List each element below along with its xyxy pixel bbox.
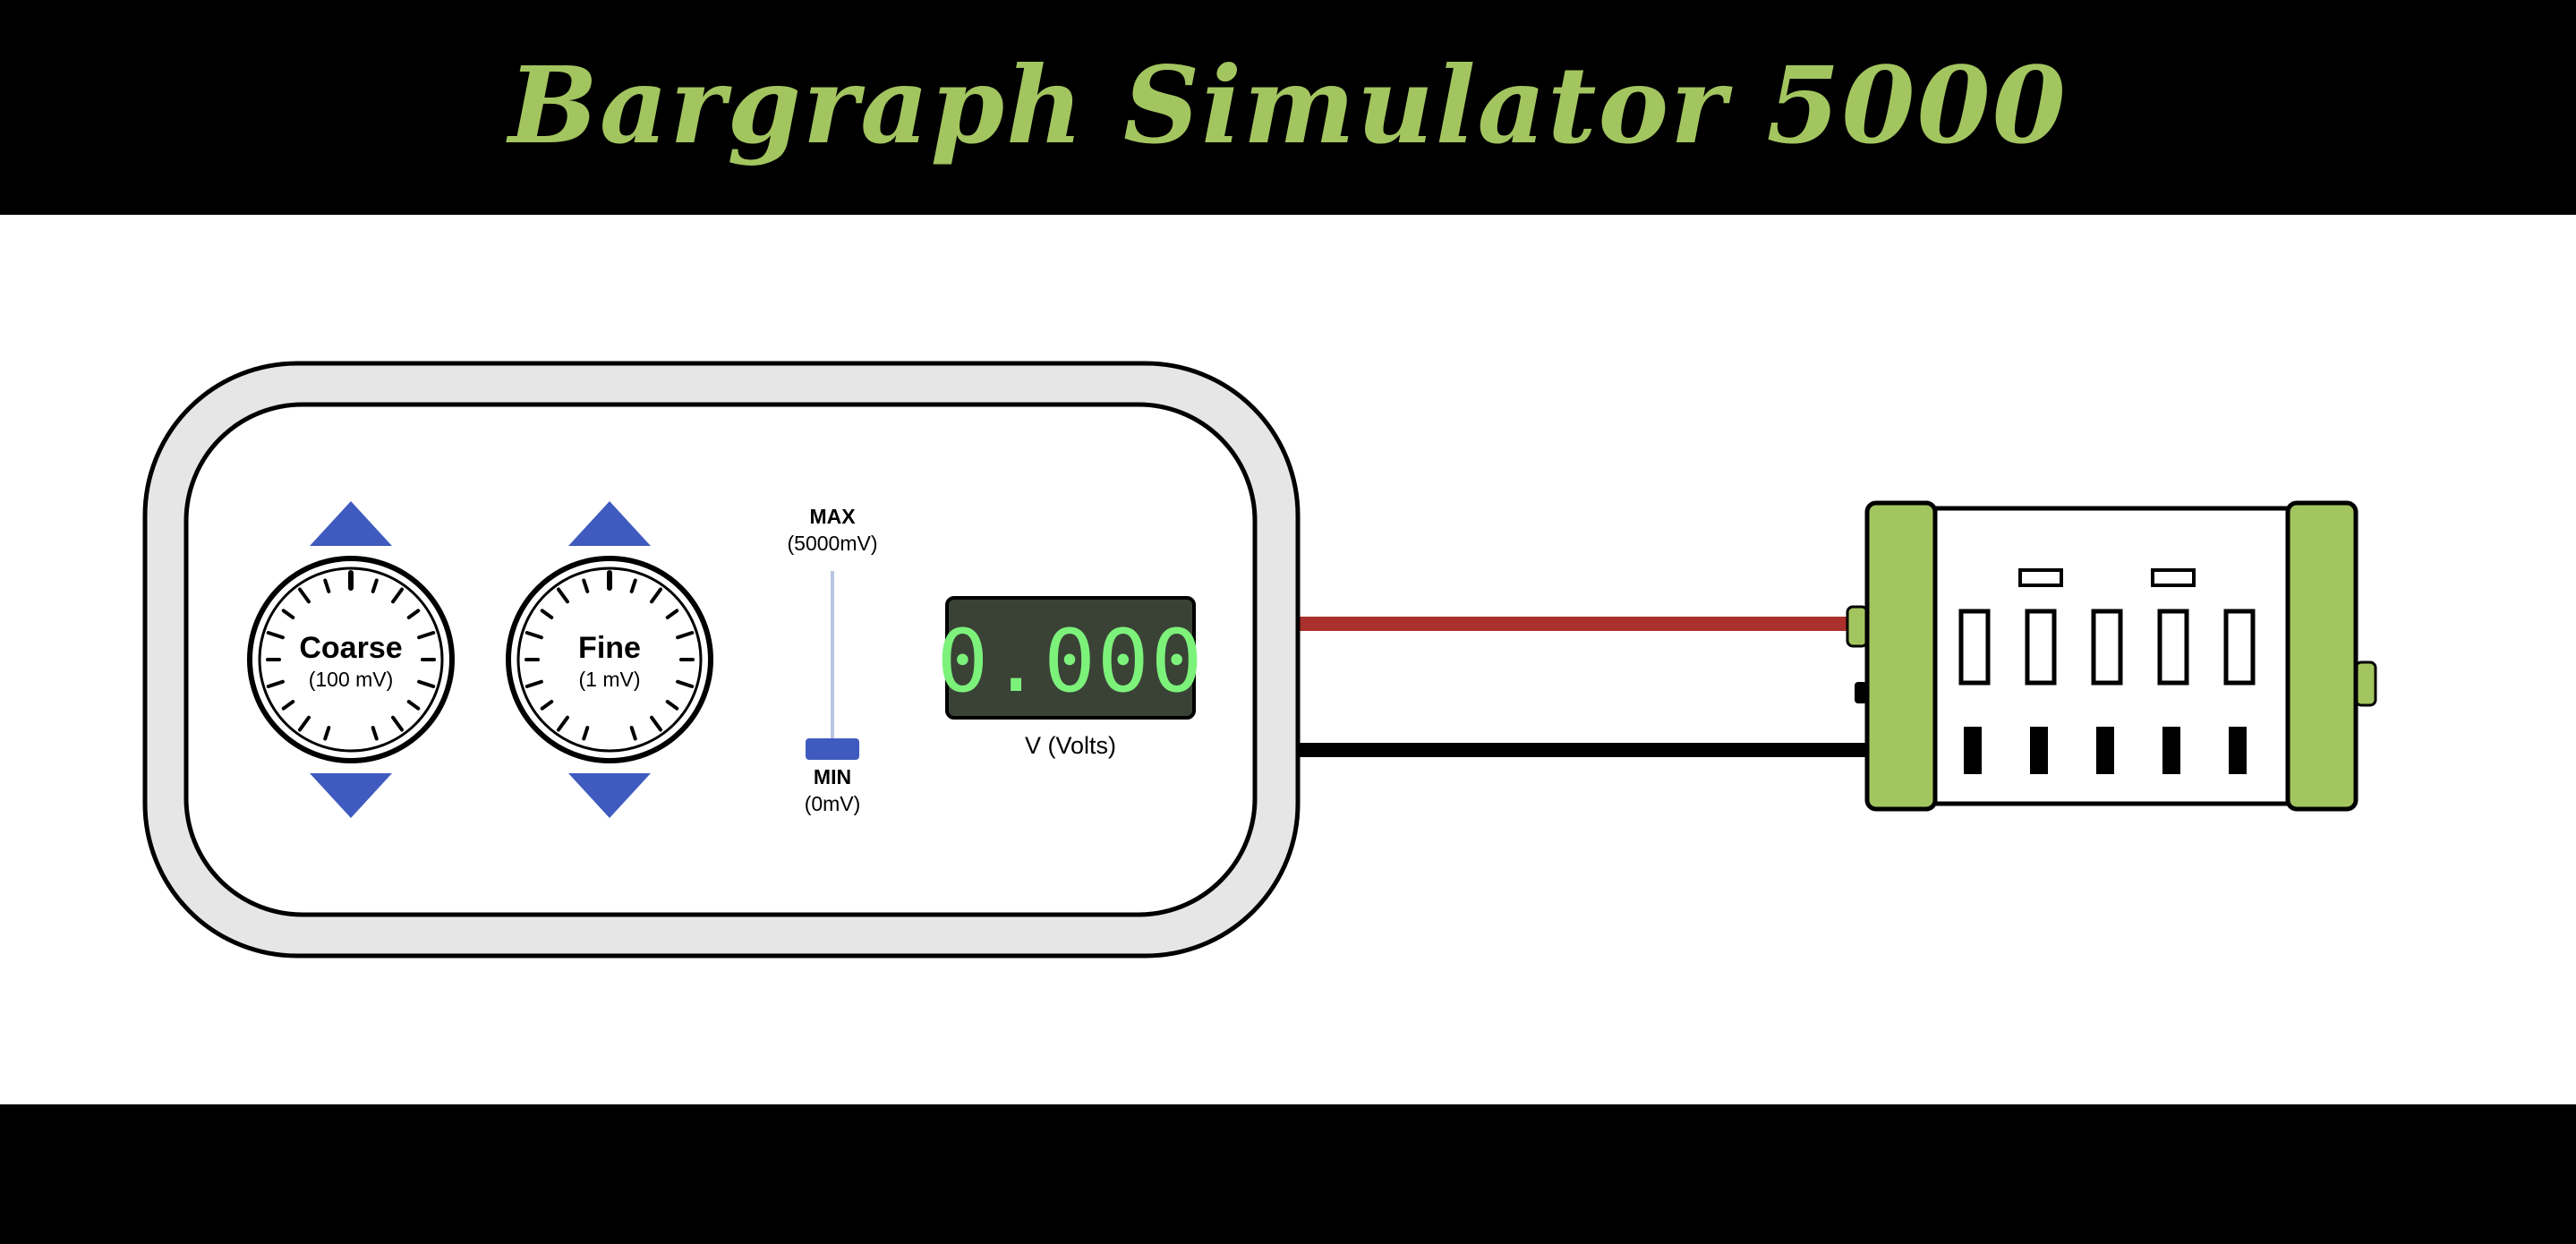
knob-tick <box>629 726 637 741</box>
knob-tick <box>650 587 663 604</box>
knob-tick <box>417 679 436 688</box>
coarse-knob-ticks <box>266 570 436 741</box>
display-value: 0.000 <box>937 611 1205 711</box>
knob-tick <box>556 715 569 732</box>
knob-tick <box>629 578 637 593</box>
knob-tick <box>525 631 543 640</box>
fine-knob-step: (1 mV) <box>579 668 641 691</box>
knob-tick <box>391 715 405 732</box>
coarse-control: Coarse (100 mV) <box>247 501 455 818</box>
knob-tick <box>417 631 436 640</box>
knob-tick <box>266 679 285 688</box>
bargraph-led-segment <box>1958 609 1991 686</box>
knob-tick <box>582 578 590 593</box>
bargraph-pin <box>2096 727 2114 774</box>
module-right-connector <box>2285 500 2358 812</box>
bargraph-segment-cap <box>2018 568 2063 587</box>
knob-tick <box>406 609 421 619</box>
bargraph-pin <box>2229 727 2247 774</box>
fine-knob-label: Fine <box>578 631 641 665</box>
fine-up-triangle-icon[interactable] <box>568 501 651 546</box>
knob-tick <box>556 587 569 604</box>
knob-tick <box>266 631 285 640</box>
module-left-connector <box>1864 500 1938 812</box>
header-bar: Bargraph Simulator 5000 <box>0 0 2576 215</box>
knob-tick <box>297 587 311 604</box>
slider-thumb[interactable] <box>806 738 859 760</box>
fine-knob-ticks <box>525 570 695 741</box>
display-unit: V (Volts) <box>1025 732 1116 759</box>
bargraph-pin <box>1964 727 1982 774</box>
module-input-pin <box>1855 682 1867 703</box>
bargraph-pin <box>2162 727 2180 774</box>
coarse-knob[interactable] <box>247 556 455 763</box>
bargraph-led-segment <box>2223 609 2256 686</box>
coarse-up-triangle-icon[interactable] <box>310 501 392 546</box>
knob-tick <box>525 679 543 688</box>
knob-tick <box>665 700 679 711</box>
fine-control: Fine (1 mV) <box>506 501 713 818</box>
knob-tick <box>540 609 554 619</box>
knob-tick <box>281 700 295 711</box>
voltage-slider: MAX (5000mV) MIN (0mV) <box>788 505 878 815</box>
coarse-knob-inner-ring <box>258 567 444 753</box>
slider-max-value: (5000mV) <box>788 532 878 555</box>
knob-tick <box>371 578 379 593</box>
control-panel-face <box>183 402 1258 917</box>
fine-knob-inner-ring <box>516 567 703 753</box>
knob-tick <box>323 726 331 741</box>
display-screen <box>945 596 1196 720</box>
knob-tick <box>582 726 590 741</box>
bargraph-led-segment <box>2157 609 2189 686</box>
bargraph-pin <box>2030 727 2048 774</box>
slider-min-value: (0mV) <box>805 792 861 815</box>
slider-min-label: MIN <box>814 765 851 788</box>
voltage-display: 0.000 V (Volts) <box>937 596 1205 759</box>
knob-tick <box>665 609 679 619</box>
knob-tick <box>650 715 663 732</box>
fine-knob[interactable] <box>506 556 713 763</box>
coarse-knob-step: (100 mV) <box>309 668 394 691</box>
knob-tick <box>281 609 295 619</box>
knob-tick <box>391 587 405 604</box>
bargraph-led-segment <box>2025 609 2057 686</box>
fine-down-triangle-icon[interactable] <box>568 773 651 818</box>
module-output-tab <box>2354 660 2377 707</box>
knob-tick <box>371 726 379 741</box>
footer-bar <box>0 1104 2576 1244</box>
coarse-down-triangle-icon[interactable] <box>310 773 392 818</box>
bargraph-module <box>1846 500 2377 812</box>
bargraph-led-segment <box>2091 609 2123 686</box>
knob-tick <box>323 578 331 593</box>
knob-tick <box>540 700 554 711</box>
knob-tick <box>297 715 311 732</box>
module-input-tab <box>1846 605 1869 648</box>
slider-max-label: MAX <box>809 505 856 528</box>
bargraph-segments <box>1958 568 2256 774</box>
knob-tick <box>676 679 695 688</box>
knob-tick <box>406 700 421 711</box>
coarse-knob-label: Coarse <box>299 631 402 665</box>
app-title: Bargraph Simulator 5000 <box>508 43 2068 167</box>
knob-tick <box>676 631 695 640</box>
bargraph-segment-cap <box>2151 568 2196 587</box>
